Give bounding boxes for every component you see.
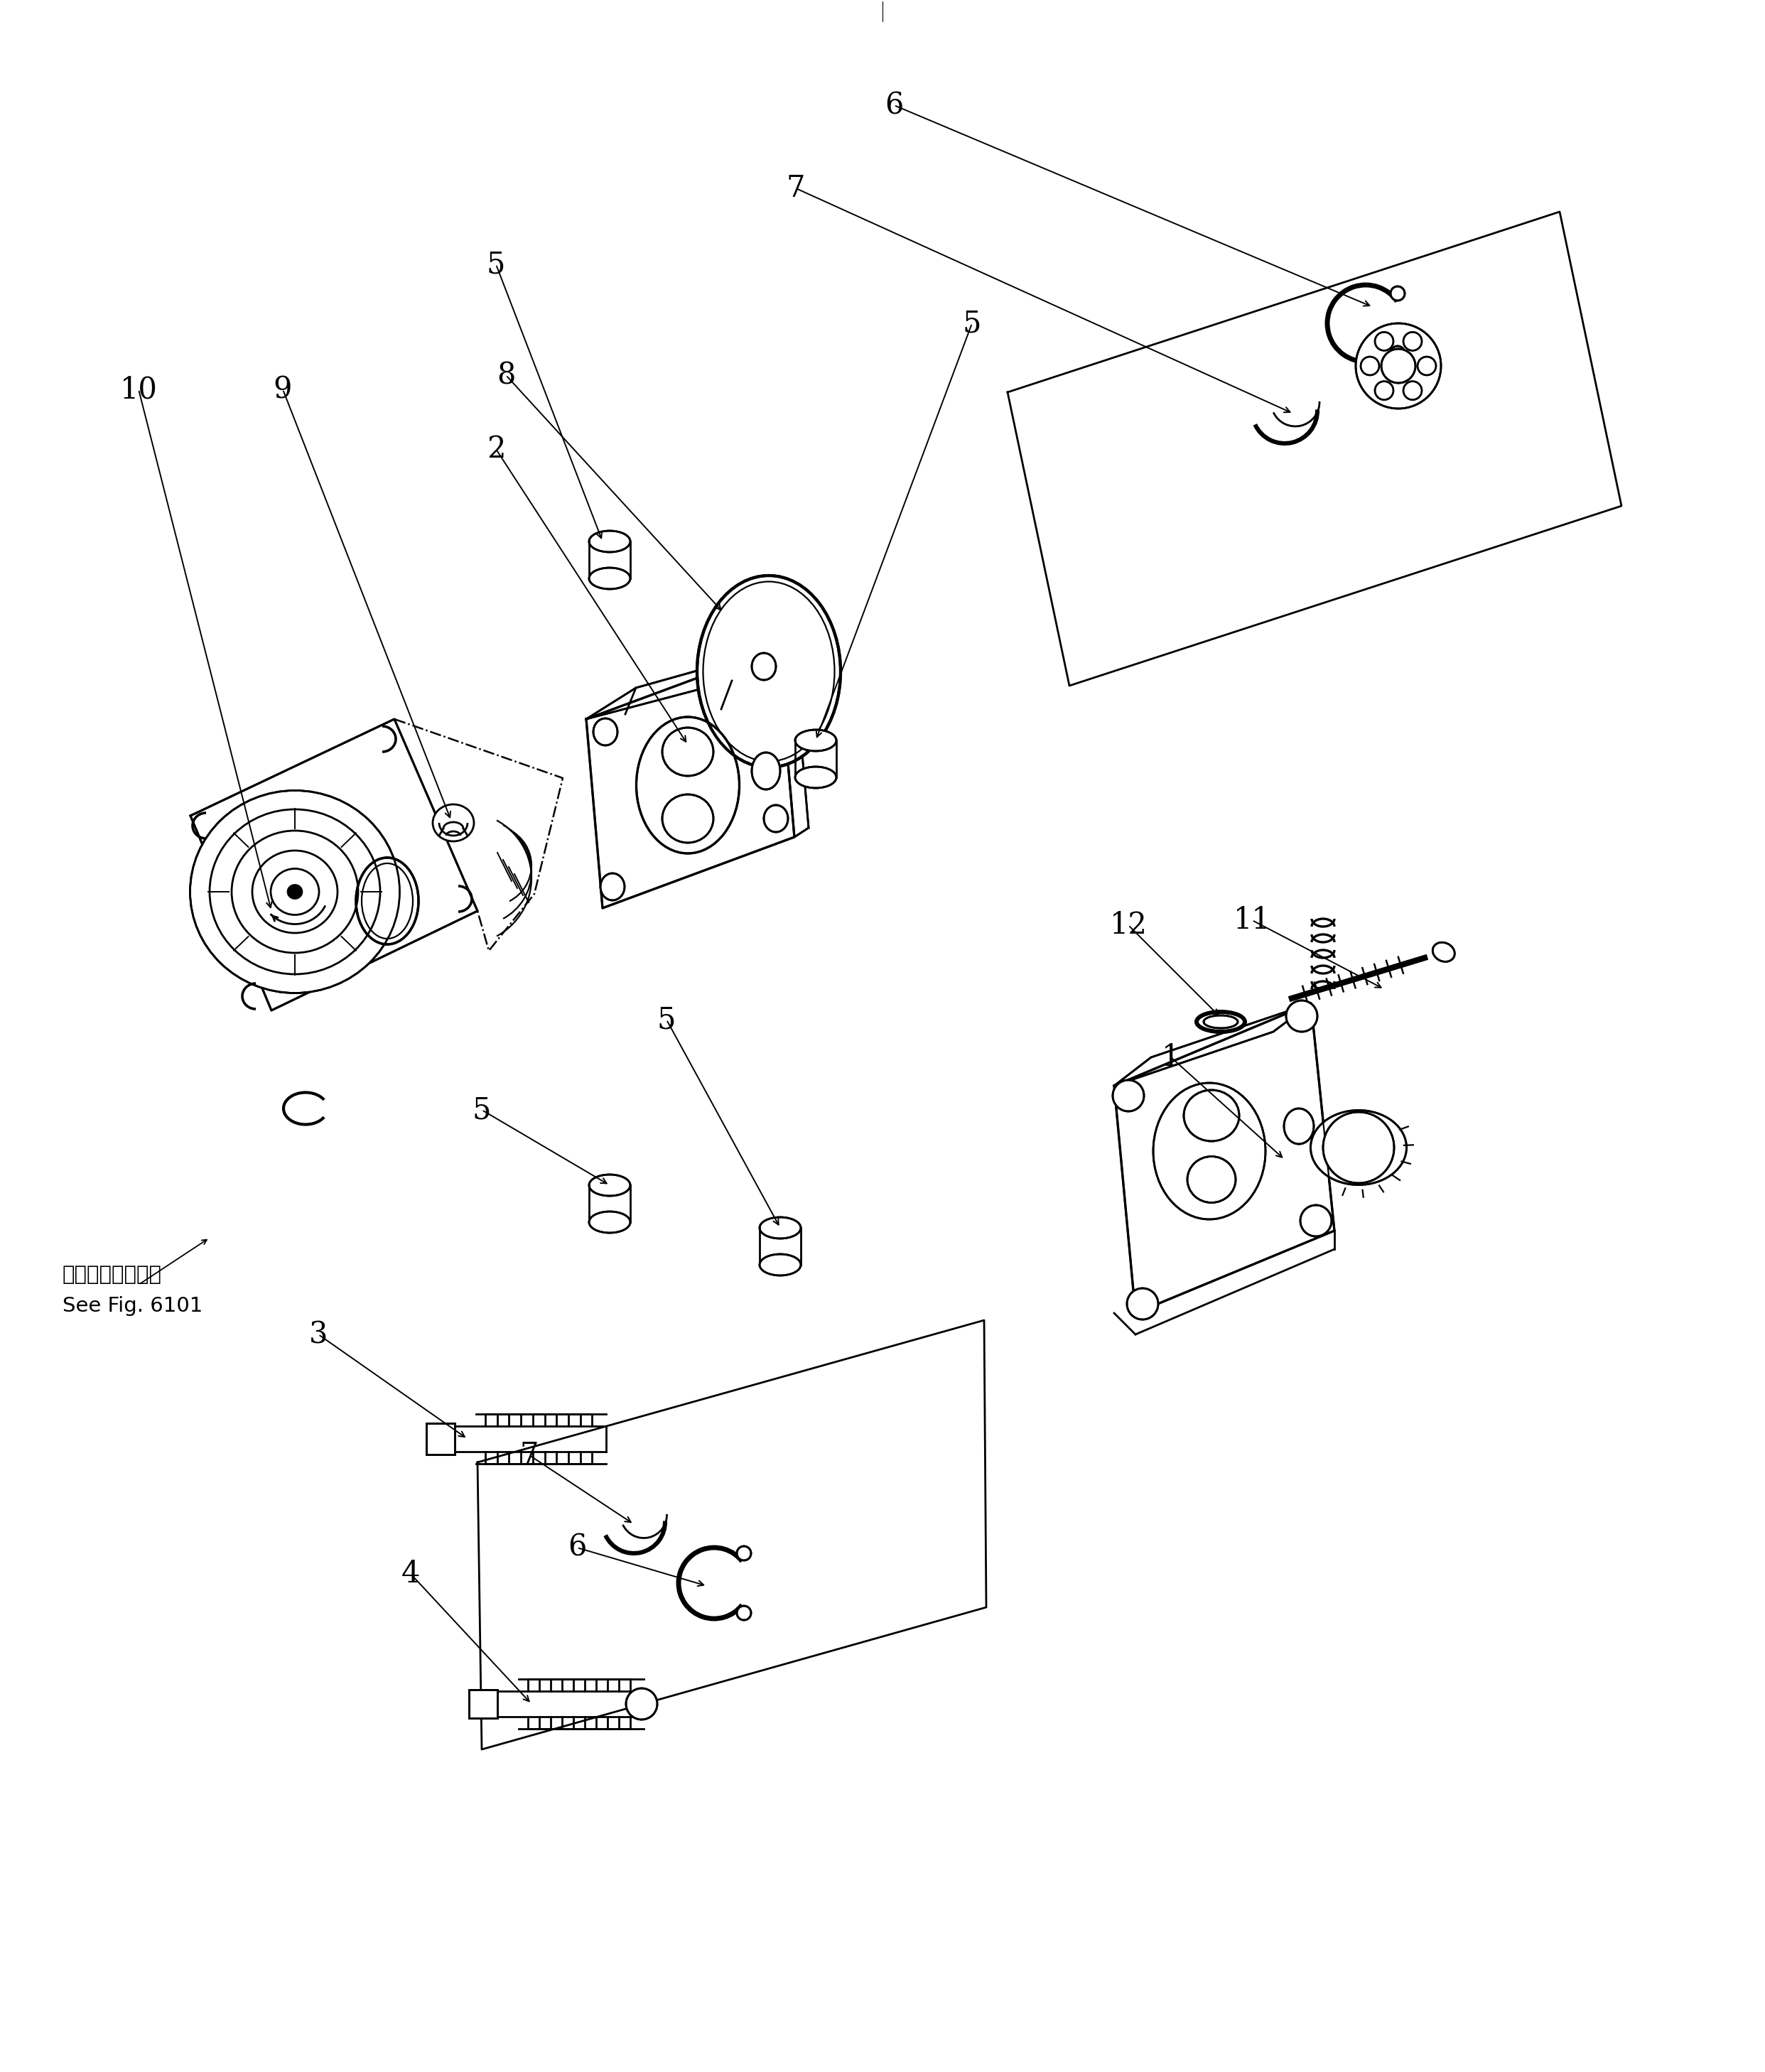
Text: 2: 2 — [487, 435, 505, 464]
Bar — [427, 1423, 455, 1455]
Text: 7: 7 — [521, 1440, 538, 1471]
Ellipse shape — [759, 1216, 801, 1239]
Circle shape — [1324, 1113, 1394, 1183]
Text: 8: 8 — [496, 361, 515, 390]
Text: 5: 5 — [962, 309, 981, 338]
Ellipse shape — [1184, 1090, 1239, 1142]
Ellipse shape — [1204, 1015, 1237, 1028]
Text: 5: 5 — [487, 249, 505, 280]
Ellipse shape — [1188, 1156, 1236, 1202]
Circle shape — [1126, 1289, 1158, 1320]
Ellipse shape — [1197, 1011, 1244, 1032]
Circle shape — [1403, 332, 1423, 350]
Circle shape — [1301, 1206, 1331, 1237]
Ellipse shape — [288, 885, 302, 899]
Circle shape — [1112, 1080, 1144, 1111]
Ellipse shape — [759, 1254, 801, 1276]
Ellipse shape — [752, 653, 777, 680]
Ellipse shape — [697, 576, 840, 767]
Bar — [469, 1691, 498, 1718]
Circle shape — [1382, 348, 1416, 383]
Polygon shape — [478, 1320, 987, 1749]
Text: 10: 10 — [120, 375, 157, 404]
Circle shape — [1375, 381, 1393, 400]
Text: 11: 11 — [1234, 905, 1271, 934]
Circle shape — [1375, 332, 1393, 350]
Circle shape — [736, 1546, 752, 1560]
Text: See Fig. 6101: See Fig. 6101 — [62, 1297, 203, 1316]
Polygon shape — [1114, 1003, 1334, 1314]
Ellipse shape — [1153, 1084, 1266, 1218]
Text: 7: 7 — [787, 174, 805, 203]
Ellipse shape — [357, 858, 418, 945]
Ellipse shape — [794, 767, 837, 787]
Circle shape — [1391, 346, 1405, 361]
Text: 12: 12 — [1110, 910, 1147, 941]
Ellipse shape — [794, 729, 837, 750]
Ellipse shape — [600, 872, 625, 899]
Text: 第６１０１図参照: 第６１０１図参照 — [62, 1264, 162, 1285]
Text: 3: 3 — [309, 1320, 328, 1349]
Circle shape — [1403, 381, 1423, 400]
Ellipse shape — [590, 568, 630, 588]
Ellipse shape — [590, 530, 630, 551]
Ellipse shape — [637, 717, 740, 854]
Polygon shape — [586, 649, 794, 908]
Polygon shape — [1114, 1003, 1311, 1086]
Ellipse shape — [590, 1175, 630, 1196]
Circle shape — [1391, 286, 1405, 300]
Ellipse shape — [752, 752, 780, 789]
Circle shape — [627, 1689, 657, 1720]
Ellipse shape — [662, 727, 713, 775]
Polygon shape — [586, 649, 778, 719]
Ellipse shape — [432, 804, 475, 841]
Ellipse shape — [1433, 943, 1454, 961]
Polygon shape — [778, 640, 808, 837]
Circle shape — [736, 1606, 752, 1620]
Text: 5: 5 — [657, 1005, 676, 1034]
Ellipse shape — [593, 719, 618, 746]
Circle shape — [1417, 356, 1437, 375]
Ellipse shape — [764, 806, 787, 833]
Ellipse shape — [662, 794, 713, 843]
Circle shape — [1287, 1001, 1317, 1032]
Circle shape — [1356, 323, 1440, 408]
Ellipse shape — [191, 792, 399, 992]
Bar — [427, 1423, 455, 1455]
Text: 6: 6 — [568, 1533, 586, 1562]
Polygon shape — [191, 719, 478, 1011]
Text: 1: 1 — [1161, 1042, 1181, 1071]
Text: 6: 6 — [884, 91, 904, 120]
Text: 9: 9 — [274, 375, 293, 404]
Text: 5: 5 — [473, 1094, 491, 1125]
Circle shape — [1361, 356, 1378, 375]
Polygon shape — [1008, 211, 1622, 686]
Ellipse shape — [1283, 1109, 1313, 1144]
Text: 4: 4 — [401, 1558, 420, 1589]
Bar — [469, 1691, 498, 1718]
Ellipse shape — [1311, 1111, 1407, 1185]
Ellipse shape — [590, 1212, 630, 1233]
